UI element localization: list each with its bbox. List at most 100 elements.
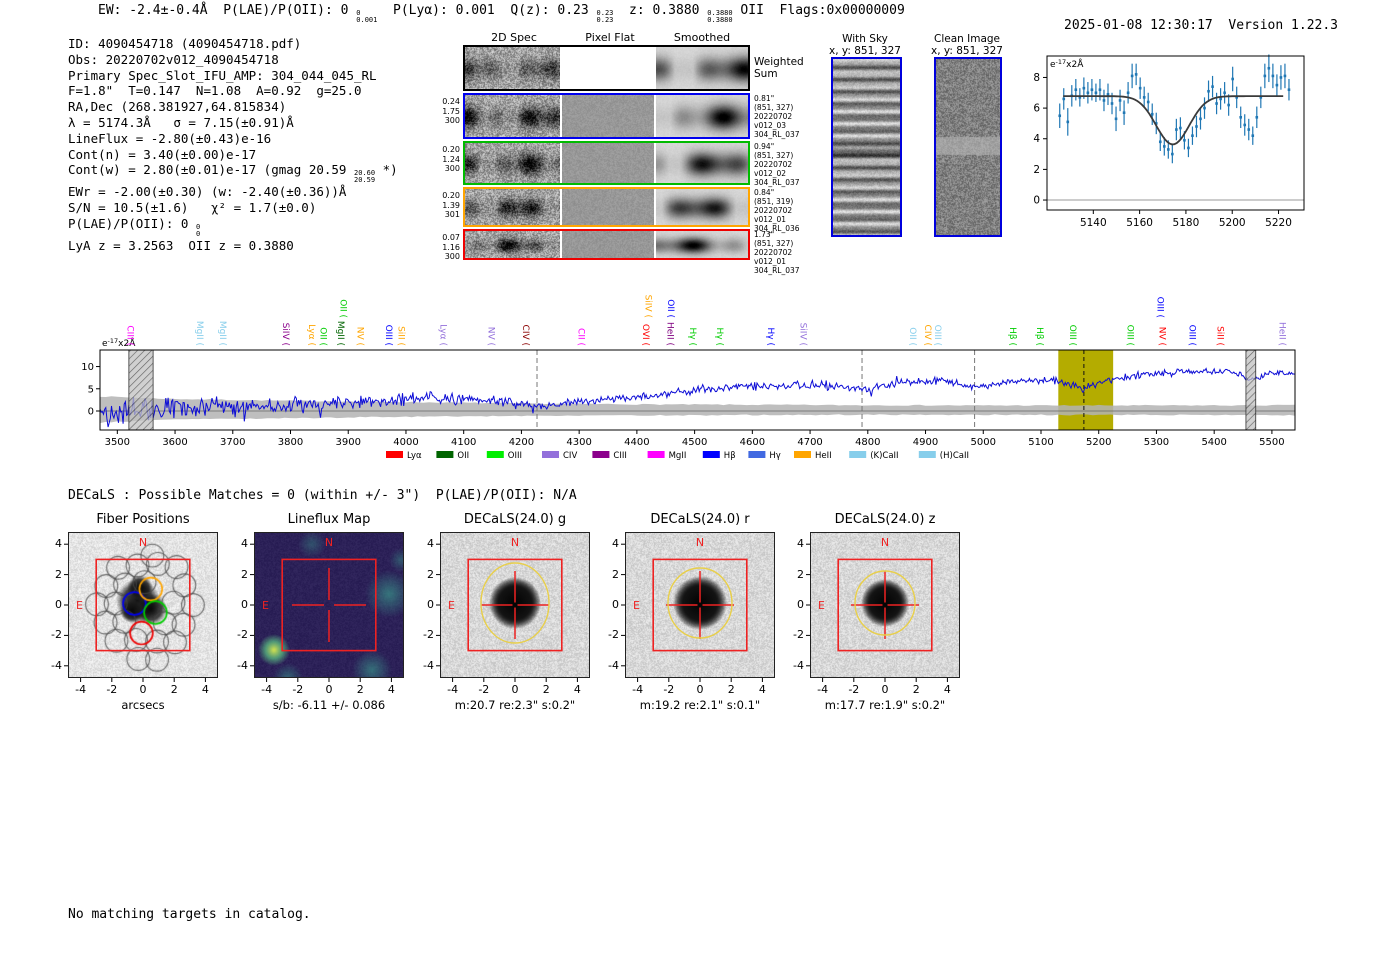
spec2d-header-smoothed: Smoothed	[673, 31, 731, 44]
spec2d-right-label: v012_01	[754, 215, 787, 224]
crosshair	[666, 571, 734, 639]
report-datetime: 2025-01-08 12:30:17	[1064, 18, 1213, 33]
spec2d-right-label: 0.81"	[754, 94, 775, 103]
cutout-y-tick-label: 2	[55, 567, 62, 581]
source-ellipse	[667, 567, 733, 639]
legend-label: Hβ	[724, 451, 736, 461]
cutout-y-tick-label: 2	[427, 567, 434, 581]
cutout-overlay: NE	[436, 532, 590, 682]
spec2d-row-right-labels: 0.94" (851, 327) 20220702 v012_02 304_RL_037	[754, 142, 800, 187]
cutout-x-tick-label: -2	[663, 683, 675, 696]
cutout-y-tick-label: 2	[241, 567, 248, 581]
clean-title: Clean Image x, y: 851, 327	[922, 33, 1012, 57]
withsky-title: With Sky x, y: 851, 327	[818, 33, 912, 57]
legend-swatch	[436, 451, 454, 458]
spec2d-segment-image	[562, 231, 654, 258]
aperture-square	[95, 558, 191, 652]
cutout-x-tick-label: 4	[943, 683, 951, 696]
info-line: Cont(n) = 3.40(±0.00)e-17	[68, 146, 257, 162]
legend-label: Hγ	[769, 451, 780, 461]
spec2d-right-label: v012_02	[754, 169, 787, 178]
emission-line-label: MgII (	[335, 321, 345, 346]
source-ellipse	[854, 570, 916, 636]
emission-line-label: HeII (	[1276, 322, 1286, 346]
cutout-overlay: NE	[806, 532, 960, 682]
spec2d-row-right-labels: 0.81" (851, 327) 20220702 v012_03 304_RL_037	[754, 94, 800, 139]
compass-north-label: N	[325, 536, 333, 549]
error-band	[100, 396, 1295, 424]
cutout-y-tick-label: -2	[237, 628, 248, 642]
header-summary: EW: -2.4±-0.4Å P(LAE)/P(OII): 0 0 0.001 P…	[98, 3, 905, 24]
emission-line-label: OIII (	[932, 325, 942, 346]
cutout-overlay: NE	[64, 532, 218, 682]
cutout-y-tick-label: 4	[612, 537, 619, 551]
cutout-y-tick-label: -4	[793, 658, 804, 672]
info-line: Obs: 20220702v012_4090454718	[68, 51, 279, 67]
cutout-x-tick-label: 4	[573, 683, 581, 696]
cutout-title: DECaLS(24.0) g	[463, 512, 567, 527]
cutout-y-tick-label: 2	[797, 567, 804, 581]
cutout-x-tick-label: -2	[478, 683, 490, 696]
emission-line-label: OII (	[318, 327, 328, 346]
inset-y-tick-label: 8	[1033, 72, 1040, 84]
compass-east-label: E	[262, 599, 269, 612]
header-text: P(Lyα): 0.001 Q(z): 0.23	[377, 3, 597, 18]
crosshair	[851, 571, 919, 639]
cutout-x-tick-label: 2	[170, 683, 178, 696]
spec2d-left-label: 1.16	[442, 242, 460, 252]
legend-label: (K)CaII	[870, 451, 898, 461]
spec2d-row-left-labels: 0.20 1.24 300	[437, 145, 460, 174]
spec2d-right-label: 304_RL_037	[754, 266, 800, 275]
inset-errorbars	[1058, 54, 1291, 164]
emission-line-label: CIV (	[922, 325, 932, 346]
spec2d-segment-image	[465, 95, 560, 137]
highlight-band	[1058, 350, 1114, 430]
info-line: ID: 4090454718 (4090454718.pdf)	[68, 36, 302, 51]
cutout-x-tick-label: 0	[696, 683, 704, 696]
emission-line-label: OIII (	[1155, 297, 1165, 318]
cutout-image	[440, 532, 590, 678]
cutout-overlay: NE	[621, 532, 775, 682]
cutout-sub-label: m:17.7 re:1.9" s:0.2"	[824, 698, 946, 712]
inset-y-tick-label: 4	[1033, 133, 1040, 145]
cutout-sub-label: s/b: -6.11 +/- 0.086	[272, 698, 386, 712]
emission-line-label: HeII (	[665, 322, 675, 346]
spec2d-row	[463, 141, 750, 185]
spectrum-y-tick-label: 0	[88, 407, 94, 418]
spacer	[1213, 18, 1229, 33]
legend-label: (H)CaII	[940, 451, 969, 461]
legend-label: CIV	[563, 451, 577, 461]
cutout-x-tick-label: 0	[139, 683, 147, 696]
legend-swatch	[386, 451, 403, 458]
legend-swatch	[794, 451, 811, 458]
spectrum-x-tick-label: 3800	[278, 437, 303, 448]
full-spectrum-plot: 3500 3600 3700 3800 3900 4000 4100 4200 4300 4400…	[81, 260, 1318, 474]
spec2d-row-right-labels: 0.84" (851, 319) 20220702 v012_01 304_RL_036	[754, 188, 800, 233]
compass-north-label: N	[511, 536, 519, 549]
spectrum-x-tick-label: 5500	[1259, 437, 1284, 448]
cutout-x-tick-label: 2	[912, 683, 920, 696]
emission-line-label: MgII (	[217, 321, 227, 346]
spec2d-left-label: 300	[444, 252, 460, 261]
cutout-y-tick-label: 0	[427, 598, 434, 611]
spec2d-row	[463, 229, 750, 260]
spec2d-left-label: 1.24	[442, 154, 460, 164]
crosshair	[292, 568, 366, 642]
cutout-x-tick-label: 0	[881, 683, 889, 696]
crosshair	[481, 571, 549, 639]
spectrum-line	[99, 367, 1296, 428]
spec2d-right-label: 20220702	[754, 160, 793, 169]
legend-swatch	[918, 451, 936, 458]
spec2d-segment-image	[656, 95, 748, 137]
spectrum-y-tick-label: 5	[88, 384, 94, 395]
spec2d-segment-image	[562, 47, 654, 89]
emission-line-label: Hγ (	[714, 328, 724, 346]
cutout-x-tick-label: -4	[447, 683, 459, 696]
spectrum-x-tick-label: 4900	[913, 437, 938, 448]
spec2d-left-label: 1.39	[442, 200, 460, 210]
spec2d-right-label: v012_03	[754, 121, 787, 130]
spectrum-x-tick-label: 5300	[1144, 437, 1169, 448]
inset-y-tick-label: 0	[1033, 195, 1040, 207]
cutout-x-tick-label: 2	[542, 683, 550, 696]
spec2d-left-label: 301	[444, 210, 460, 219]
